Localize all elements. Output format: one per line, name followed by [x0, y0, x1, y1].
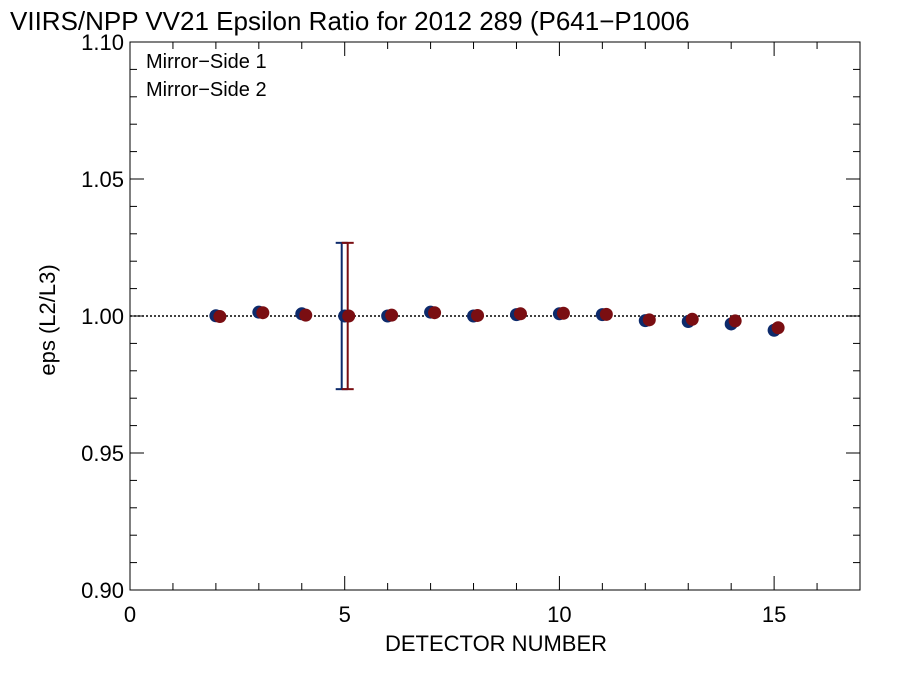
- y-tick-label: 0.95: [81, 441, 124, 466]
- x-tick-label: 10: [547, 602, 571, 627]
- y-tick-label: 1.00: [81, 304, 124, 329]
- data-point-s2: [385, 308, 399, 322]
- legend: Mirror−Side 1 Mirror−Side 2: [146, 51, 267, 101]
- y-tick-label: 1.10: [81, 30, 124, 55]
- data-point-s2: [213, 310, 227, 324]
- data-point-s2: [728, 314, 742, 328]
- y-tick-label: 0.90: [81, 578, 124, 603]
- data-point-s2: [471, 308, 485, 322]
- data-point-s2: [685, 312, 699, 326]
- data-point-s2: [556, 306, 570, 320]
- data-point-s2: [771, 321, 785, 335]
- data-point-s2: [513, 307, 527, 321]
- x-tick-label: 15: [762, 602, 786, 627]
- data-point-s2: [428, 306, 442, 320]
- y-axis-label: eps (L2/L3): [35, 264, 60, 375]
- data-point-s2: [642, 313, 656, 327]
- data-point-s2: [599, 307, 613, 321]
- chart-title: VIIRS/NPP VV21 Epsilon Ratio for 2012 28…: [10, 6, 690, 36]
- x-axis-label: DETECTOR NUMBER: [385, 631, 607, 656]
- x-tick-label: 5: [339, 602, 351, 627]
- plot-area: 0 5 10 15 0.90 0.95 1.00 1.05 1.10: [81, 30, 861, 627]
- x-tick-label: 0: [124, 602, 136, 627]
- y-tick-label: 1.05: [81, 167, 124, 192]
- data-point-s2: [256, 306, 270, 320]
- data-point-s2: [299, 308, 313, 322]
- legend-series-2: Mirror−Side 2: [146, 79, 267, 101]
- data-point-s2: [342, 309, 356, 323]
- legend-series-1: Mirror−Side 1: [146, 51, 267, 73]
